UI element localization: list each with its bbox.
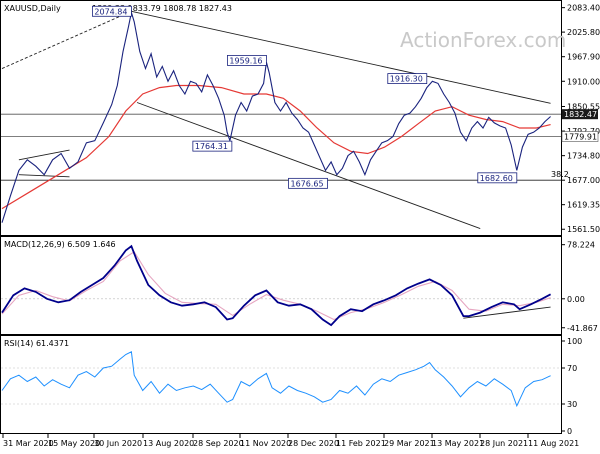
rsi-ytick-label: 70 xyxy=(567,364,577,373)
x-tick-label: 11 Feb 2021 xyxy=(336,439,386,448)
price-ytick-label: 1967.90 xyxy=(567,53,600,62)
watermark: ActionForex.com xyxy=(400,28,566,52)
macd-panel: MACD(12,26,9) 6.509 1.646 78.224 0.00 -41.… xyxy=(1,237,598,335)
fib-level-label: 38.2 xyxy=(551,170,569,179)
macd-title: MACD(12,26,9) 6.509 1.646 xyxy=(4,240,116,249)
annotation-label: 1916.30 xyxy=(390,75,423,84)
rsi-panel: RSI(14) 61.4371 100 70 30 0 xyxy=(1,336,583,437)
macd-ytick-label: 0.00 xyxy=(567,295,585,304)
price-ytick-label: 1734.80 xyxy=(567,152,600,161)
macd-ytick-label: -41.867 xyxy=(567,324,598,333)
rsi-title: RSI(14) 61.4371 xyxy=(4,339,69,348)
x-tick-label: 28 Sep 2020 xyxy=(193,439,244,448)
macd-panel-frame xyxy=(1,237,562,335)
annotation-label: 2074.84 xyxy=(94,7,127,16)
annotation-label: 1676.65 xyxy=(291,179,324,188)
price-ytick-label: 1561.50 xyxy=(567,225,600,234)
price-ytick-label: 2083.40 xyxy=(567,4,600,13)
x-tick-label: 30 Jun 2020 xyxy=(94,439,142,448)
price-ytick-label: 2025.80 xyxy=(567,28,600,37)
x-tick-label: 11 Aug 2021 xyxy=(528,439,579,448)
price-ytick-label: 1619.35 xyxy=(567,201,600,210)
x-tick-label: 13 Aug 2020 xyxy=(143,439,194,448)
x-tick-label: 15 May 2020 xyxy=(48,439,100,448)
x-tick-label: 31 Mar 2020 xyxy=(3,439,54,448)
x-tick-label: 28 Dec 2020 xyxy=(288,439,339,448)
current-price-label: 1832.47 xyxy=(564,110,597,119)
x-tick-label: 29 Mar 2021 xyxy=(384,439,435,448)
level-label: 1779.91 xyxy=(564,133,597,142)
macd-ytick-label: 78.224 xyxy=(567,241,595,250)
rsi-ytick-label: 30 xyxy=(567,400,577,409)
price-title: XAUUSD,Daily xyxy=(4,4,61,13)
annotation-label: 1764.31 xyxy=(195,142,228,151)
rsi-y-axis: 100 70 30 0 xyxy=(561,337,582,436)
price-badges: 1832.47 1779.91 xyxy=(562,109,598,141)
x-tick-label: 13 May 2021 xyxy=(432,439,484,448)
price-ytick-label: 1910.00 xyxy=(567,77,600,86)
rsi-ytick-label: 0 xyxy=(567,427,572,436)
macd-y-axis: 78.224 0.00 -41.867 xyxy=(561,241,598,333)
annotation-label: 1682.60 xyxy=(480,174,513,183)
price-panel: XAUUSD,Daily 1809.33 1833.79 1808.78 182… xyxy=(1,1,600,236)
rsi-panel-frame xyxy=(1,336,562,434)
x-tick-label: 11 Nov 2020 xyxy=(240,439,291,448)
annotation-label: 1959.16 xyxy=(229,56,262,65)
rsi-ytick-label: 100 xyxy=(567,337,582,346)
x-tick-label: 28 Jun 2021 xyxy=(480,439,528,448)
price-ytick-label: 1677.00 xyxy=(567,176,600,185)
